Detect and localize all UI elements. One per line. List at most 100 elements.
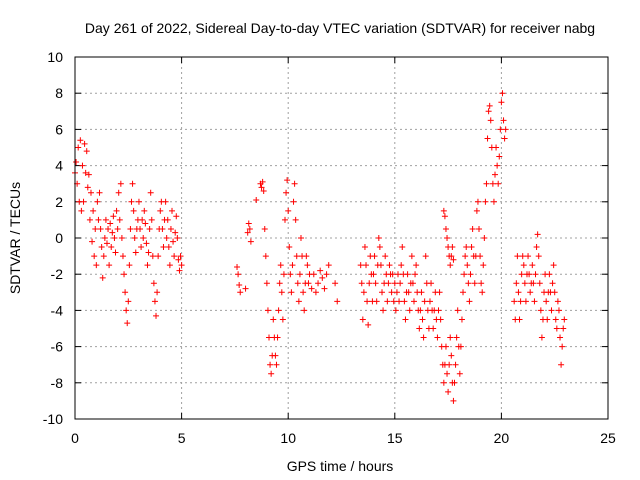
data-point: [412, 271, 419, 278]
data-point: [361, 244, 368, 251]
data-point: [296, 271, 303, 278]
data-point: [464, 262, 471, 269]
data-point: [386, 262, 393, 269]
data-point: [274, 334, 281, 341]
data-point: [376, 244, 383, 251]
data-point: [301, 307, 308, 314]
data-point: [448, 253, 455, 260]
data-point: [270, 316, 277, 323]
data-point: [89, 238, 96, 245]
data-point: [115, 189, 122, 196]
data-point: [288, 289, 295, 296]
data-point: [144, 262, 151, 269]
x-axis-label: GPS time / hours: [287, 458, 394, 474]
data-point: [436, 289, 443, 296]
data-point: [379, 289, 386, 296]
data-point: [162, 198, 169, 205]
data-point: [525, 253, 532, 260]
data-point: [365, 321, 372, 328]
data-point: [130, 207, 137, 214]
data-point: [527, 289, 534, 296]
data-point: [138, 244, 145, 251]
data-point: [297, 235, 304, 241]
data-point: [466, 298, 473, 305]
y-tick-label: 2: [55, 194, 63, 210]
data-point: [478, 280, 485, 287]
data-point: [522, 298, 529, 305]
data-point: [278, 289, 285, 296]
data-point: [234, 263, 241, 270]
data-point: [500, 117, 507, 124]
data-point: [463, 244, 470, 251]
data-point: [103, 240, 110, 247]
data-point: [308, 285, 315, 292]
y-tick-label: -8: [51, 375, 64, 391]
data-point: [101, 235, 108, 241]
data-point: [139, 216, 146, 223]
data-point: [143, 240, 150, 247]
data-point: [430, 325, 437, 332]
data-point: [82, 169, 89, 176]
data-point: [116, 216, 123, 223]
data-point: [149, 253, 156, 260]
y-tick-label: 4: [55, 158, 63, 174]
data-point: [448, 352, 455, 359]
data-point: [560, 325, 567, 332]
data-point: [172, 229, 179, 236]
data-point: [260, 187, 267, 194]
data-point: [334, 298, 341, 305]
data-point: [476, 225, 483, 232]
data-point: [502, 126, 509, 133]
data-point: [526, 271, 533, 278]
data-point: [550, 262, 557, 269]
data-point: [280, 271, 287, 278]
data-point: [552, 316, 559, 323]
y-axis-label: SDTVAR / TECUs: [7, 182, 23, 294]
data-point: [420, 334, 427, 341]
data-point: [267, 361, 274, 368]
data-point: [477, 253, 484, 260]
data-point: [87, 189, 94, 196]
x-tick-label: 5: [178, 430, 186, 446]
data-point: [358, 280, 365, 287]
data-point: [111, 235, 118, 241]
data-point: [461, 271, 468, 278]
data-point: [100, 253, 107, 260]
data-point: [497, 126, 504, 133]
data-point: [462, 253, 469, 260]
data-point: [456, 370, 463, 377]
data-point: [124, 320, 131, 327]
data-point: [102, 216, 109, 223]
x-tick-label: 25: [600, 430, 616, 446]
data-point: [287, 271, 294, 278]
data-point: [277, 262, 284, 269]
y-tick-label: -10: [43, 411, 63, 427]
data-point: [305, 280, 312, 287]
data-point: [262, 253, 269, 260]
data-point: [490, 198, 497, 205]
data-point: [93, 262, 100, 269]
data-point: [468, 244, 475, 251]
data-point: [399, 244, 406, 251]
data-point: [275, 307, 282, 314]
data-point: [375, 235, 382, 241]
data-point: [498, 99, 505, 106]
data-point: [450, 397, 457, 404]
y-tick-label: 10: [47, 49, 63, 65]
data-point: [465, 280, 472, 287]
data-point: [549, 280, 556, 287]
data-point: [236, 282, 243, 289]
data-point: [559, 343, 566, 350]
data-point: [460, 289, 467, 296]
data-point: [449, 244, 456, 251]
data-point: [177, 253, 184, 260]
data-point: [458, 316, 465, 323]
data-point: [73, 158, 80, 165]
data-point: [471, 280, 478, 287]
data-point: [291, 180, 298, 187]
data-point: [300, 289, 307, 296]
data-point: [173, 213, 180, 220]
data-point: [401, 298, 408, 305]
data-point: [393, 289, 400, 296]
data-point: [142, 220, 149, 227]
